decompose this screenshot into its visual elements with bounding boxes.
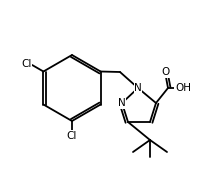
Text: Cl: Cl <box>21 59 31 69</box>
Text: N: N <box>118 98 126 108</box>
Text: OH: OH <box>175 83 191 93</box>
Text: N: N <box>134 83 142 93</box>
Text: Cl: Cl <box>67 131 77 141</box>
Text: O: O <box>161 67 169 77</box>
